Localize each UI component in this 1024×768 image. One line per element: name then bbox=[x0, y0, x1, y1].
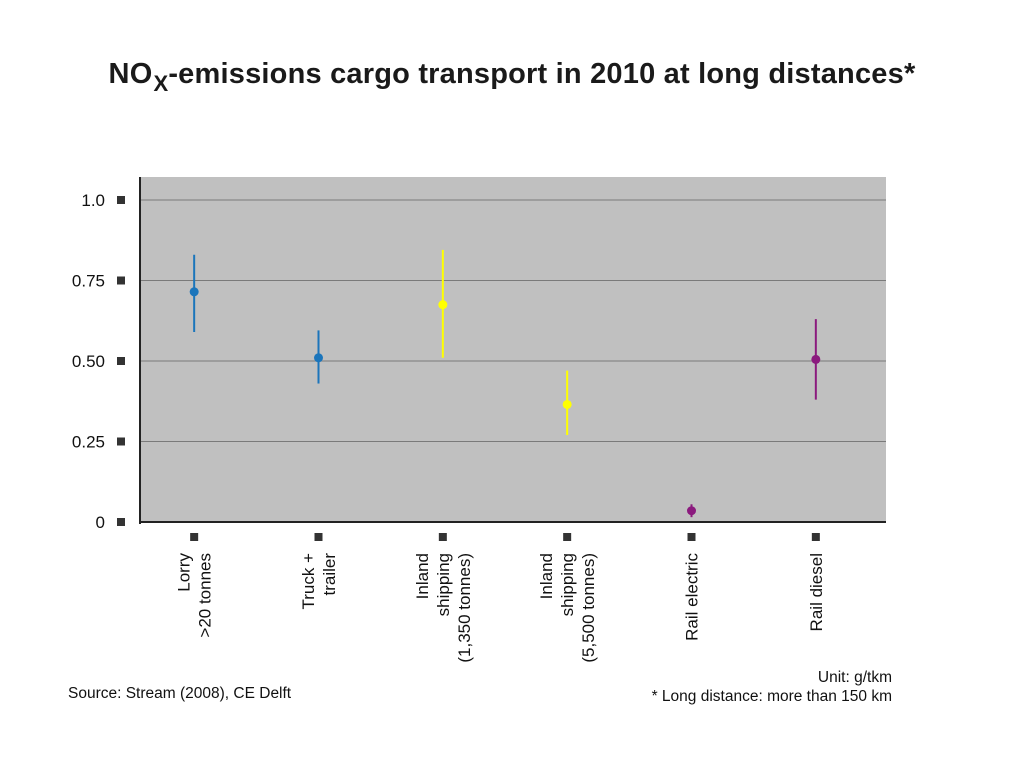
x-tick-label-line: (1,350 tonnes) bbox=[455, 553, 474, 663]
x-tick-label-line: Lorry bbox=[175, 553, 194, 592]
x-tick-label-line: >20 tonnes bbox=[196, 553, 215, 638]
x-tick-label-line: shipping bbox=[434, 553, 453, 616]
x-tick-mark bbox=[687, 533, 696, 541]
source-note: Source: Stream (2008), CE Delft bbox=[68, 685, 292, 702]
x-tick-label: Rail electric bbox=[683, 553, 702, 641]
y-tick-mark bbox=[117, 357, 125, 365]
y-tick-mark bbox=[117, 276, 125, 285]
x-tick-mark bbox=[438, 533, 447, 541]
x-tick-mark bbox=[314, 533, 323, 541]
data-point bbox=[562, 399, 572, 409]
x-tick-mark bbox=[563, 533, 572, 541]
data-point bbox=[438, 300, 448, 310]
x-tick-label-line: Inland bbox=[537, 553, 556, 599]
x-tick-label-line: shipping bbox=[558, 553, 577, 616]
data-point bbox=[189, 287, 199, 297]
x-tick-label-line: Rail diesel bbox=[807, 553, 826, 631]
data-point bbox=[314, 353, 323, 363]
title-prefix: NO bbox=[108, 58, 153, 90]
y-tick-label: 0.75 bbox=[72, 272, 105, 291]
x-tick-label-line: Truck + bbox=[299, 553, 318, 610]
x-tick-mark bbox=[811, 533, 820, 541]
unit-note: Unit: g/tkm bbox=[817, 669, 892, 686]
x-tick-label-line: (5,500 tonnes) bbox=[579, 553, 598, 663]
title-subscript: X bbox=[153, 71, 169, 96]
title-rest: -emissions cargo transport in 2010 at lo… bbox=[168, 58, 916, 90]
y-tick-label: 0.50 bbox=[72, 352, 105, 371]
x-tick-label: Truck + trailer bbox=[299, 553, 339, 610]
x-tick-label-line: Rail electric bbox=[683, 553, 702, 641]
x-tick-label: Inland shipping (1,350 tonnes) bbox=[413, 553, 474, 663]
y-tick-label: 0.25 bbox=[72, 433, 105, 452]
y-tick-mark bbox=[117, 437, 125, 446]
y-tick-mark bbox=[117, 196, 125, 204]
y-tick-label: 1.0 bbox=[81, 191, 105, 210]
x-tick-label: Rail diesel bbox=[807, 553, 826, 631]
data-point bbox=[687, 506, 696, 516]
x-tick-label: Lorry >20 tonnes bbox=[175, 553, 215, 638]
chart-title: NOX-emissions cargo transport in 2010 at… bbox=[0, 58, 1024, 96]
x-tick-label: Inland shipping (5,500 tonnes) bbox=[537, 553, 598, 663]
x-tick-label-line: Inland bbox=[413, 553, 432, 599]
x-tick-mark bbox=[190, 533, 199, 541]
x-tick-label-line: trailer bbox=[320, 553, 339, 596]
y-tick-label: 0 bbox=[96, 513, 105, 532]
data-point bbox=[811, 354, 821, 364]
plot-area bbox=[140, 177, 886, 522]
long-distance-note: * Long distance: more than 150 km bbox=[651, 688, 892, 705]
y-tick-mark bbox=[117, 518, 125, 526]
